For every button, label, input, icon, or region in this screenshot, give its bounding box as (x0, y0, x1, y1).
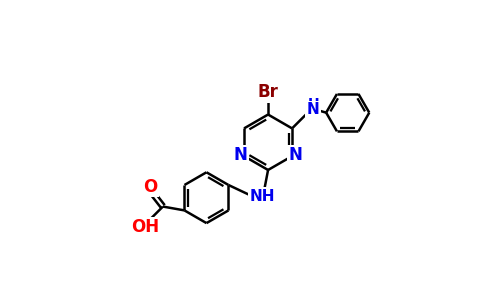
Text: N: N (233, 146, 247, 164)
Text: N: N (289, 146, 303, 164)
Text: OH: OH (131, 218, 159, 236)
Text: O: O (143, 178, 158, 196)
Text: H: H (307, 97, 319, 111)
Text: N: N (307, 102, 319, 117)
Text: Br: Br (257, 83, 278, 101)
Text: NH: NH (249, 189, 274, 204)
